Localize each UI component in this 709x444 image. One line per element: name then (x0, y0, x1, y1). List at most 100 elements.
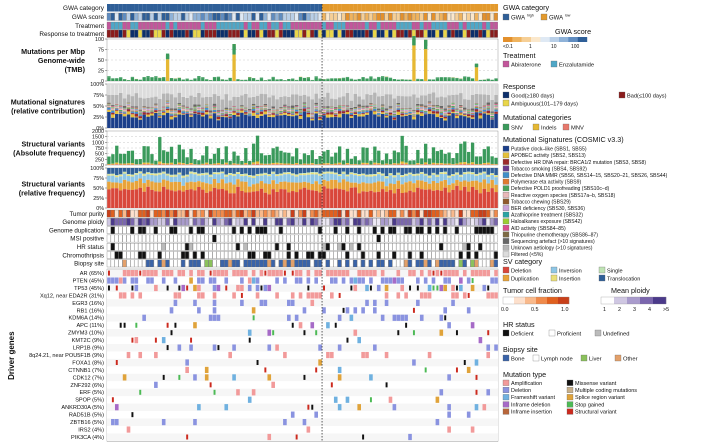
signature-bar-segment (423, 95, 428, 106)
signature-bar-segment (255, 117, 260, 128)
sv-rel-bar-segment (208, 191, 213, 208)
mutation-cell (369, 277, 373, 284)
sv-abs-bar-segment (396, 163, 400, 165)
mutation-cell (427, 292, 432, 299)
sv-rel-bar-segment (150, 189, 154, 208)
annotation-cell (263, 251, 268, 259)
signature-bar-segment (474, 84, 479, 94)
signature-bar-segment (224, 107, 229, 109)
annotation-cell (333, 226, 338, 234)
signature-bar-segment (228, 113, 232, 116)
annotation-cell (274, 218, 279, 226)
tmb-bar-segment (439, 77, 443, 81)
signature-bar-segment (204, 106, 209, 108)
signature-bar-segment (267, 116, 272, 128)
sv-abs-bar-segment (142, 164, 146, 165)
annotation-cell (388, 218, 393, 226)
legend-title: Mutation type (503, 370, 546, 379)
signature-bar-segment (247, 108, 252, 111)
response-cell (454, 29, 459, 38)
signature-bar-segment (482, 112, 487, 114)
driver-row-bg (107, 351, 498, 359)
sv-rel-bar-segment (353, 182, 358, 188)
response-cell (267, 29, 272, 38)
sv-abs-bar-segment (162, 163, 166, 165)
signature-bar-segment (255, 108, 260, 110)
signature-bar-segment (333, 110, 338, 111)
signature-bar-segment (482, 105, 487, 107)
sv-rel-bar-segment (494, 184, 498, 193)
mutation-cell (323, 285, 325, 291)
signature-bar-segment (138, 116, 142, 119)
annotation-cell (306, 234, 311, 243)
response-cell (224, 29, 229, 38)
annotation-cell (106, 259, 111, 268)
signature-bar-segment (247, 97, 252, 109)
y-tick-label: 50 (98, 58, 104, 64)
sv-abs-bar-segment (205, 164, 209, 165)
signature-bar-segment (107, 109, 111, 112)
annotation-cell (274, 243, 279, 251)
signature-bar-segment (146, 110, 150, 112)
mutation-cell (161, 277, 166, 284)
tmb-bar-segment (158, 77, 162, 79)
mutation-cell (212, 299, 217, 306)
mutation-cell (111, 397, 114, 403)
annotation-cell (259, 209, 264, 218)
sv-rel-bar-segment (271, 172, 275, 174)
sv-rel-bar-segment (150, 173, 154, 174)
mutation-cell (455, 367, 458, 373)
tmb-bar-segment (337, 78, 342, 79)
annotation-cell (145, 243, 150, 251)
annotation-cell (130, 226, 135, 234)
annotation-cell (278, 218, 283, 226)
gwa-category-cell (275, 4, 280, 12)
annotation-cell (192, 226, 197, 234)
response-cell (157, 29, 162, 38)
mutation-cell (447, 404, 451, 411)
sv-abs-bar-segment (169, 146, 174, 163)
sv-rel-bar-segment (404, 174, 408, 176)
signature-bar-segment (396, 109, 401, 112)
sv-abs-bar-segment (177, 164, 181, 165)
sv-rel-bar-segment (459, 190, 463, 208)
signature-bar-segment (193, 113, 197, 128)
sv-abs-bar-segment (322, 164, 326, 165)
mutation-cell (197, 284, 201, 292)
annotation-cell (404, 251, 408, 259)
sv-abs-bar-segment (134, 159, 138, 165)
sv-rel-bar-segment (310, 190, 315, 208)
annotation-cell (380, 251, 385, 259)
track-label: Treatment (75, 23, 104, 30)
annotation-cell (231, 218, 236, 226)
sv-rel-bar-segment (244, 173, 248, 175)
annotation-cell (392, 251, 397, 259)
sv-rel-bar-segment (439, 190, 444, 208)
sv-abs-bar-segment (463, 141, 467, 163)
mutation-cell (419, 292, 424, 299)
annotation-cell (110, 259, 115, 268)
signature-bar-segment (122, 116, 127, 128)
annotation-cell (423, 259, 428, 268)
sv-rel-bar-segment (220, 171, 225, 173)
sv-abs-bar-segment (177, 144, 181, 163)
sv-rel-bar-segment (251, 191, 256, 208)
sv-rel-bar-segment (482, 168, 487, 172)
sv-rel-bar-segment (216, 189, 221, 208)
sv-abs-bar-segment (318, 156, 322, 164)
annotation-cell (208, 243, 213, 251)
treatment-cell (161, 21, 166, 30)
sv-rel-bar-segment (302, 168, 307, 173)
response-cell (396, 29, 401, 38)
annotation-cell (200, 218, 205, 226)
signature-bar-segment (466, 84, 471, 100)
signature-bar-segment (353, 106, 358, 109)
gwa-score-cell (415, 12, 420, 21)
signature-bar-segment (216, 119, 221, 121)
mutation-cell (197, 277, 201, 284)
mutation-cell (189, 277, 193, 284)
mutation-cell (118, 292, 123, 299)
signature-bar-segment (283, 114, 287, 128)
legend-label: BER deficiency (SBS30, SBS36) (511, 206, 585, 212)
mutation-cell (330, 351, 334, 359)
